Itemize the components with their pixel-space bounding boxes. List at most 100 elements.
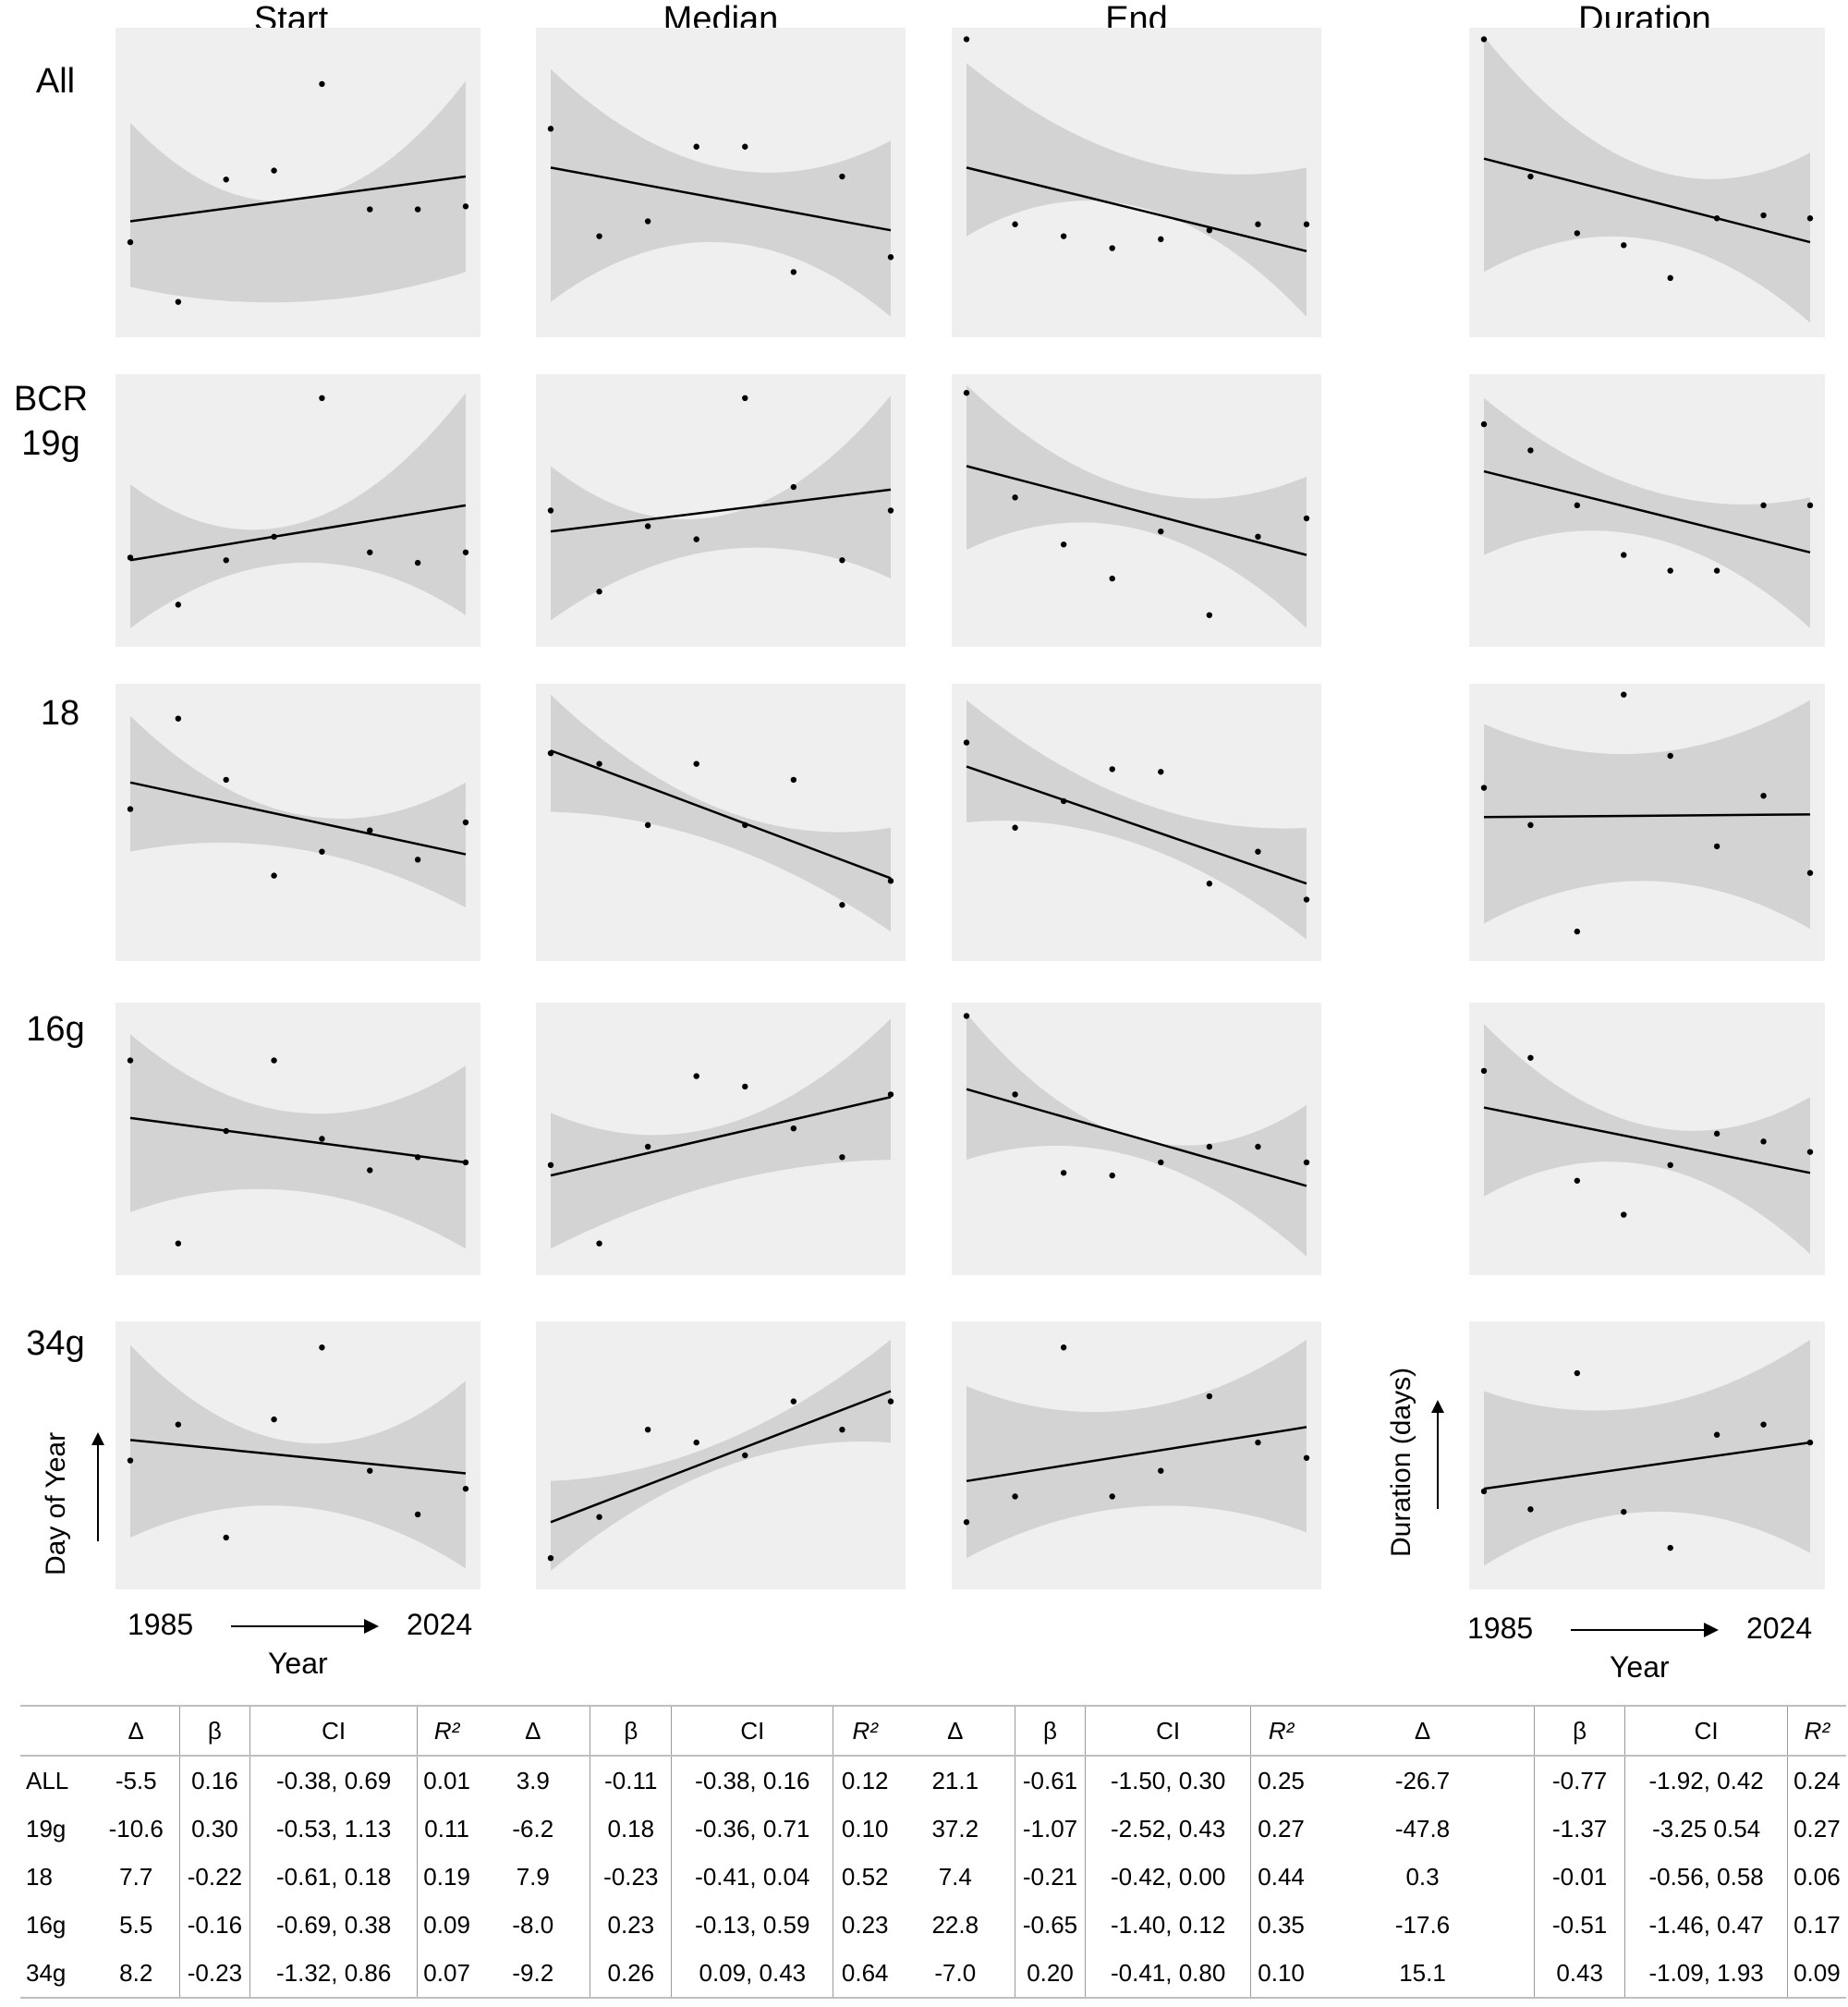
table-cell: -0.38, 0.69 — [249, 1756, 418, 1805]
data-point — [367, 206, 373, 213]
table-cell: -0.23 — [590, 1853, 672, 1901]
confidence-band — [551, 1018, 891, 1249]
data-point — [223, 557, 229, 564]
table-cell: 0.23 — [833, 1901, 896, 1949]
scatter-plot — [547, 1339, 894, 1572]
confidence-band — [551, 1339, 891, 1572]
table-cell: -0.56, 0.58 — [1624, 1853, 1788, 1901]
scatter-plot — [127, 1034, 469, 1249]
data-point — [1255, 1439, 1261, 1446]
data-point — [1574, 1369, 1581, 1377]
table-cell: 0.09, 0.43 — [671, 1949, 833, 1998]
table-cell: -3.25 0.54 — [1624, 1805, 1788, 1853]
scatter-plot — [547, 68, 894, 317]
data-point — [1621, 552, 1627, 558]
data-point — [1760, 212, 1767, 219]
panel-34g-start — [116, 1321, 480, 1589]
data-point — [1527, 447, 1534, 454]
table-row-name: ALL — [26, 1766, 69, 1794]
data-point — [1713, 215, 1720, 222]
data-point — [319, 1136, 325, 1142]
regression-line — [129, 781, 467, 856]
data-point — [1012, 824, 1018, 831]
table-cell: 0.23 — [590, 1901, 672, 1949]
confidence-band — [551, 395, 891, 621]
data-point — [1060, 233, 1067, 239]
table-cell: 7.7 — [119, 1862, 153, 1891]
data-point — [1012, 494, 1018, 501]
data-point — [1303, 515, 1310, 522]
regression-line — [1483, 1441, 1811, 1490]
data-point — [1527, 1054, 1534, 1061]
table-row-name: 19g — [26, 1814, 67, 1843]
table-cell: 0.18 — [590, 1805, 672, 1853]
table-cell: 0.44 — [1249, 1853, 1312, 1901]
data-point — [1480, 36, 1488, 43]
data-point — [175, 1240, 182, 1247]
data-point — [1109, 575, 1115, 582]
table-cell: -1.50, 0.30 — [1085, 1756, 1251, 1805]
data-point — [693, 143, 699, 150]
table-row: ALL -5.5 0.16 -0.38, 0.69 0.01 3.9 -0.11 -0.38,… — [20, 1756, 1846, 1805]
data-point — [963, 1013, 970, 1019]
data-point — [319, 80, 325, 88]
data-point — [127, 1457, 134, 1464]
table-cell: 0.26 — [590, 1949, 672, 1998]
regression-line — [966, 166, 1307, 253]
data-point — [1713, 1130, 1720, 1137]
data-point — [175, 298, 182, 305]
data-point — [887, 254, 894, 261]
data-point — [596, 589, 602, 595]
confidence-band — [551, 694, 891, 932]
data-point — [1574, 1177, 1581, 1184]
data-point — [1303, 1159, 1310, 1166]
regression-line — [550, 1096, 892, 1177]
data-point — [887, 1091, 894, 1098]
table-cell: -0.01 — [1533, 1853, 1625, 1901]
data-point — [271, 872, 277, 879]
data-point — [1527, 821, 1534, 829]
data-point — [127, 806, 134, 812]
data-point — [223, 1534, 229, 1541]
table-cell: 0.09 — [1786, 1949, 1846, 1998]
right-arrow-icon — [1571, 1619, 1719, 1641]
row-label-16g: 16g — [26, 1010, 85, 1049]
table-cell: 5.5 — [119, 1910, 153, 1939]
table-cell: 0.52 — [833, 1853, 896, 1901]
data-point — [839, 1427, 845, 1433]
table-cell: 8.2 — [119, 1958, 153, 1987]
data-point — [1012, 1091, 1018, 1098]
table-cell: -6.2 — [512, 1814, 554, 1843]
regression-line — [129, 1116, 467, 1164]
data-point — [1574, 928, 1581, 935]
confidence-band — [967, 1013, 1307, 1257]
table-cell: 0.30 — [178, 1805, 250, 1853]
data-point — [367, 827, 373, 833]
table-cell: -0.16 — [178, 1901, 250, 1949]
table-header-cell: β — [1533, 1706, 1625, 1756]
confidence-band — [967, 384, 1307, 628]
table-cell: -0.11 — [590, 1756, 672, 1805]
table-header-cell: Δ — [1414, 1716, 1431, 1745]
data-point — [644, 218, 651, 225]
data-point — [175, 602, 182, 608]
table-cell: -0.61, 0.18 — [249, 1853, 418, 1901]
scatter-plot — [547, 395, 894, 621]
data-point — [963, 36, 970, 43]
panel-18-duration — [1469, 684, 1825, 961]
regression-line — [1483, 813, 1811, 819]
data-point — [414, 1511, 421, 1518]
up-arrow-icon — [1429, 1400, 1447, 1511]
table-cell: 22.8 — [931, 1910, 979, 1939]
table-row: 16g 5.5 -0.16 -0.69, 0.38 0.09 -8.0 0.23 -0.13,… — [20, 1901, 1846, 1949]
table-cell: -0.21 — [1014, 1853, 1086, 1901]
data-point — [742, 395, 748, 402]
table-cell: -0.77 — [1533, 1756, 1625, 1805]
data-point — [1760, 1138, 1767, 1145]
data-point — [839, 1154, 845, 1161]
panel-34g-end — [952, 1321, 1321, 1589]
data-point — [271, 533, 277, 540]
data-point — [742, 1083, 748, 1090]
data-point — [839, 557, 845, 564]
